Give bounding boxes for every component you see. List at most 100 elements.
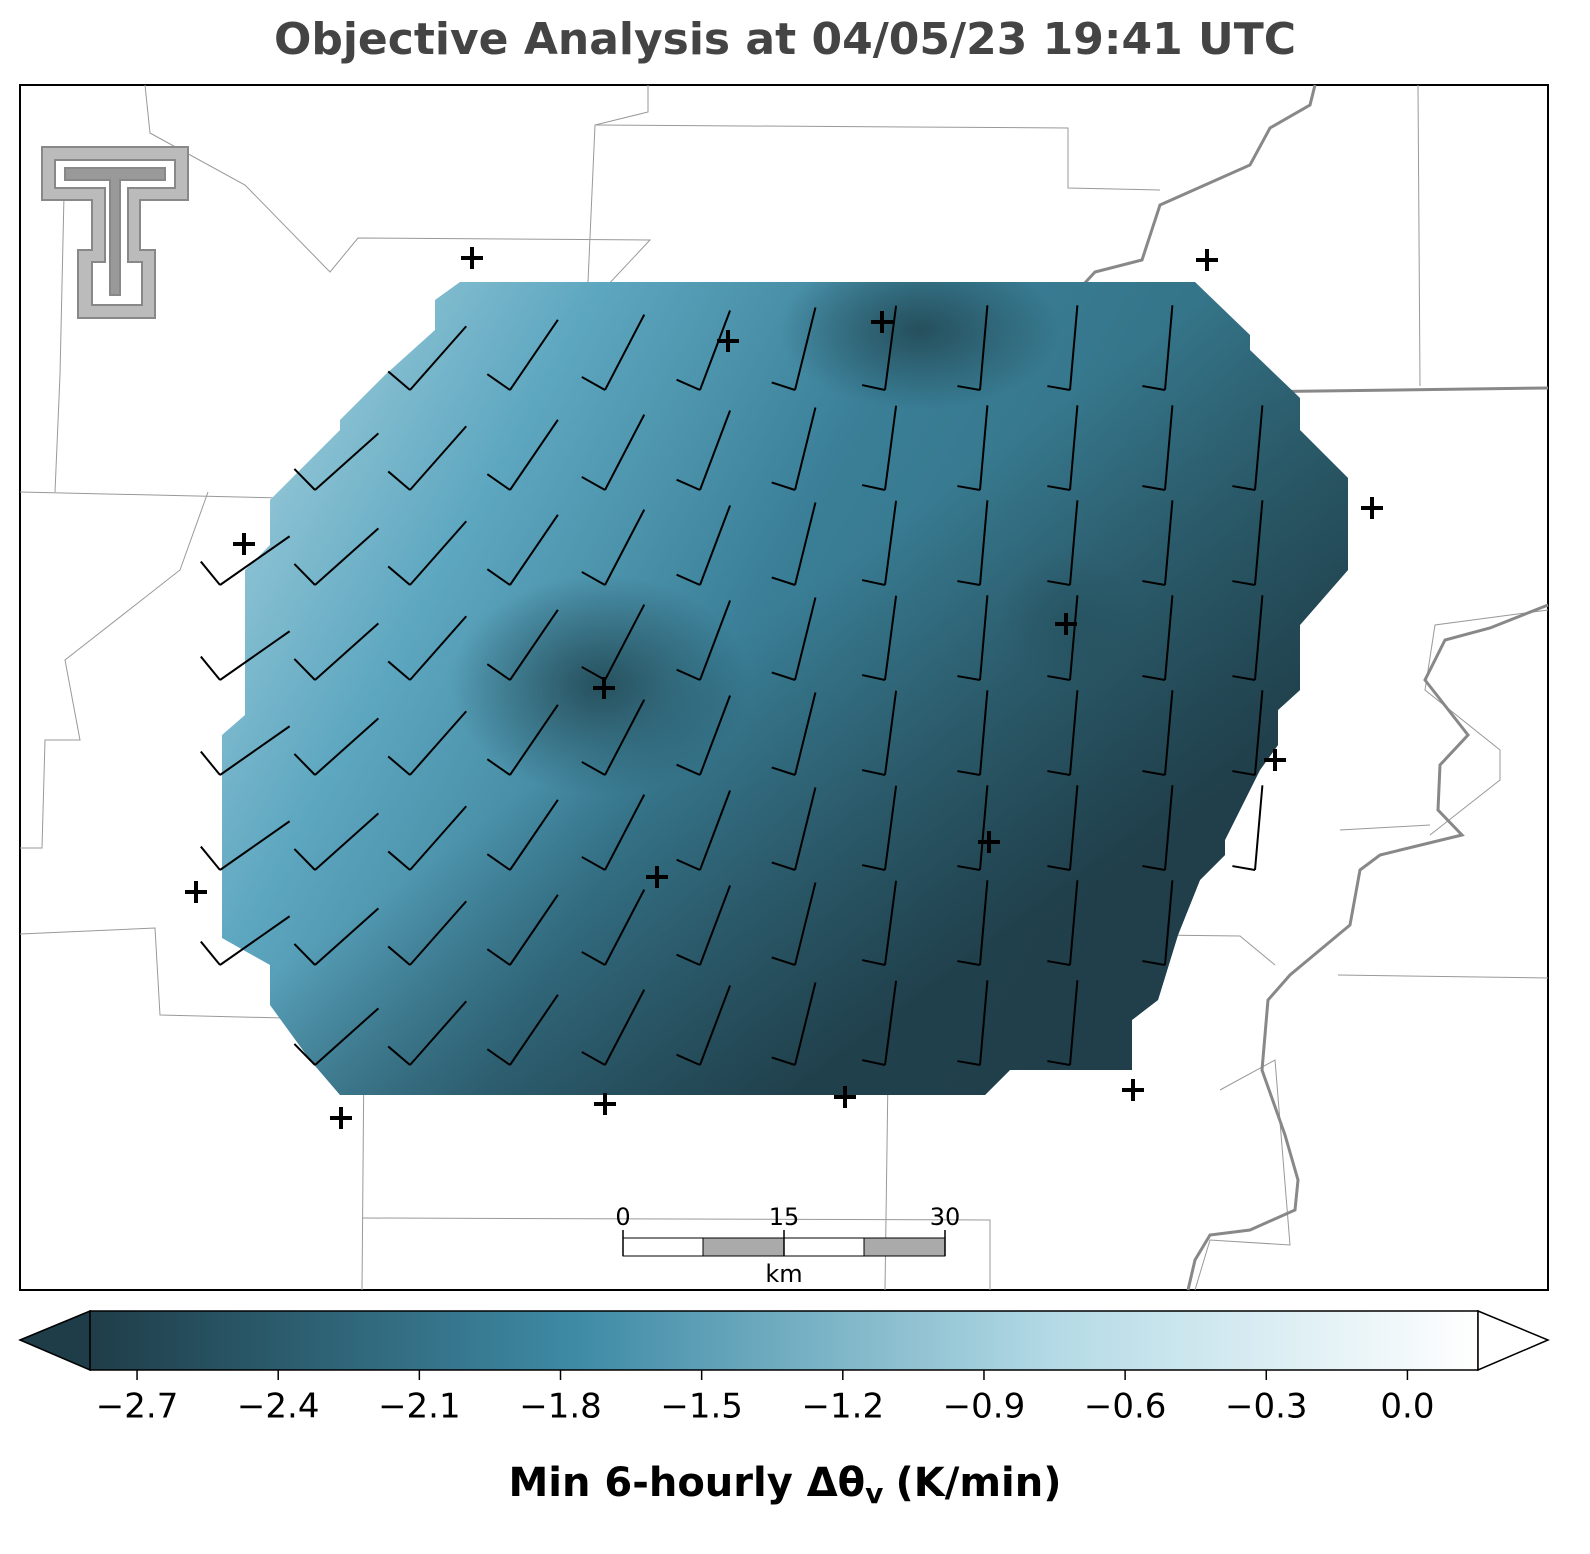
colorbar-label: Min 6-hourly Δθv (K/min) bbox=[509, 1460, 1062, 1510]
barb-flag bbox=[1232, 580, 1256, 586]
barb-flag bbox=[387, 1045, 411, 1066]
barb-staff bbox=[604, 414, 646, 491]
barb-staff bbox=[219, 535, 291, 586]
colorbar-tick-label: −0.3 bbox=[1225, 1387, 1308, 1427]
barb-flag bbox=[957, 770, 981, 776]
barb-staff bbox=[1164, 785, 1174, 871]
barb-staff bbox=[1164, 500, 1174, 586]
barb-flag bbox=[293, 848, 316, 871]
barb-staff bbox=[509, 514, 559, 586]
barb-staff bbox=[884, 980, 898, 1066]
barb-staff bbox=[219, 725, 291, 776]
colorbar-tick-label: −1.8 bbox=[519, 1387, 602, 1427]
barb-flag bbox=[1047, 385, 1071, 391]
barb-flag bbox=[1142, 580, 1166, 586]
barb-staff bbox=[1069, 500, 1079, 586]
barb-staff bbox=[699, 600, 732, 681]
station bbox=[1122, 1079, 1144, 1101]
barb-flag bbox=[1142, 960, 1166, 966]
barb-staff bbox=[794, 692, 817, 776]
station bbox=[871, 311, 893, 333]
barb-flag bbox=[486, 948, 511, 966]
barb-flag bbox=[676, 1053, 701, 1066]
label-subscript: v bbox=[865, 1477, 883, 1510]
barb-staff bbox=[509, 319, 559, 391]
barb-staff bbox=[509, 894, 559, 966]
label-prefix: Min 6-hourly Δθ bbox=[509, 1460, 866, 1506]
barb-staff bbox=[509, 419, 559, 491]
barb-staff bbox=[979, 500, 989, 586]
station bbox=[1361, 497, 1383, 519]
barb-flag bbox=[676, 378, 701, 391]
barb-staff bbox=[979, 405, 989, 491]
barb-staff bbox=[1254, 405, 1264, 491]
barb-staff bbox=[884, 500, 898, 586]
colorbar-tick-label: −0.9 bbox=[943, 1387, 1026, 1427]
barb-flag bbox=[861, 1059, 886, 1066]
barb-staff bbox=[409, 615, 467, 681]
barb-staff bbox=[794, 307, 817, 391]
station bbox=[646, 866, 668, 888]
barb-staff bbox=[314, 907, 380, 966]
station bbox=[461, 247, 483, 269]
barb-flag bbox=[387, 370, 411, 391]
barb-flag bbox=[1047, 770, 1071, 776]
barb-flag bbox=[387, 565, 411, 586]
barb-flag bbox=[387, 470, 411, 491]
barb-staff bbox=[1069, 405, 1079, 491]
barb-staff bbox=[1069, 980, 1079, 1066]
barb-staff bbox=[314, 527, 380, 586]
barb-staff bbox=[509, 994, 559, 1066]
barb-staff bbox=[1254, 690, 1264, 776]
barb-flag bbox=[861, 769, 886, 776]
barb-flag bbox=[957, 1060, 981, 1066]
barb-flag bbox=[486, 473, 511, 491]
station bbox=[594, 1093, 616, 1115]
barb-staff bbox=[884, 880, 898, 966]
barb-flag bbox=[1142, 385, 1166, 391]
barb-staff bbox=[409, 325, 467, 391]
barb-flag bbox=[1142, 770, 1166, 776]
barb-staff bbox=[979, 305, 989, 391]
barb-flag bbox=[861, 864, 886, 871]
station bbox=[717, 330, 739, 352]
barb-staff bbox=[1164, 690, 1174, 776]
barb-staff bbox=[699, 410, 732, 491]
barb-staff bbox=[794, 502, 817, 586]
barb-staff bbox=[979, 980, 989, 1066]
barb-flag bbox=[486, 373, 511, 391]
barb-staff bbox=[409, 520, 467, 586]
barb-staff bbox=[604, 314, 646, 391]
barb-flag bbox=[771, 671, 796, 681]
scale-tick-label: 30 bbox=[930, 1203, 961, 1231]
barb-flag bbox=[200, 940, 221, 966]
barb-staff bbox=[509, 799, 559, 871]
map: 0 15 30 km bbox=[19, 84, 1549, 1291]
barb-staff bbox=[1254, 500, 1264, 586]
barb-staff bbox=[884, 405, 898, 491]
barb-staff bbox=[604, 699, 646, 776]
station bbox=[978, 831, 1000, 853]
barb-staff bbox=[979, 880, 989, 966]
barb-flag bbox=[1232, 770, 1256, 776]
barb-flag bbox=[957, 865, 981, 871]
barb-staff bbox=[979, 595, 989, 681]
scale-tick-label: 0 bbox=[615, 1203, 630, 1231]
station bbox=[593, 677, 615, 699]
barb-flag bbox=[581, 571, 606, 586]
barb-flag bbox=[771, 381, 796, 391]
barb-flag bbox=[676, 763, 701, 776]
colorbar-tick-label: −1.2 bbox=[802, 1387, 885, 1427]
barb-flag bbox=[771, 956, 796, 966]
barb-flag bbox=[293, 658, 316, 681]
barb-flag bbox=[293, 468, 316, 491]
barb-flag bbox=[1047, 1060, 1071, 1066]
barb-flag bbox=[1142, 865, 1166, 871]
barb-flag bbox=[676, 858, 701, 871]
barb-staff bbox=[794, 407, 817, 491]
barb-flag bbox=[581, 761, 606, 776]
contour-field bbox=[222, 282, 1348, 1095]
barb-flag bbox=[200, 560, 221, 586]
barb-staff bbox=[604, 989, 646, 1066]
